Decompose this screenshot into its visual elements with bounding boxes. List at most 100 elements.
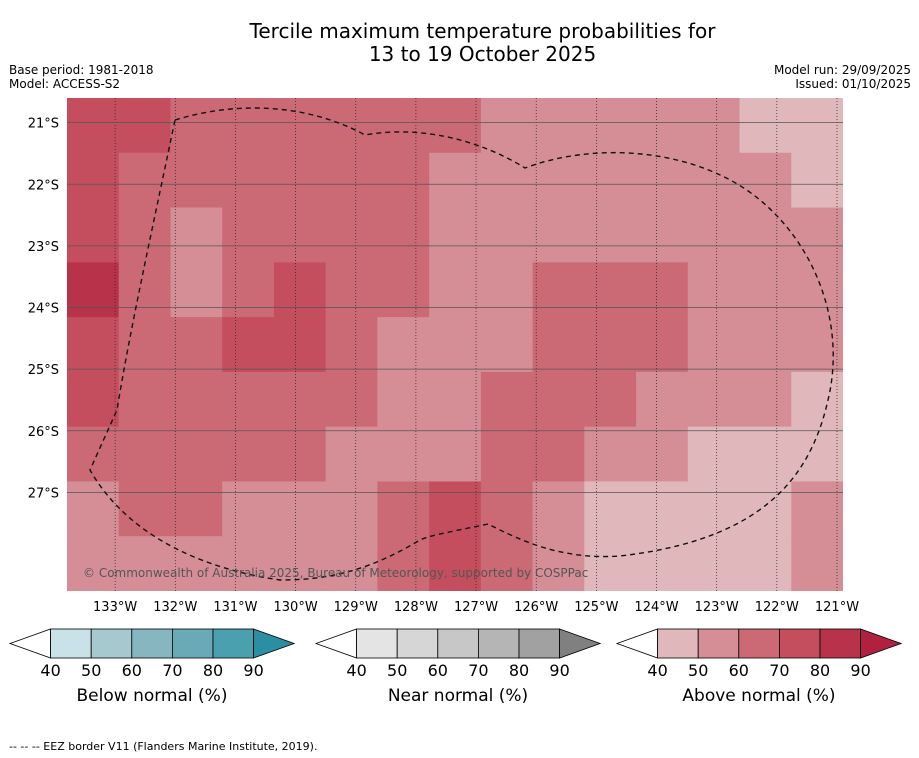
colorbar-segment — [90, 628, 133, 659]
field-cell — [532, 152, 585, 209]
colorbar-segment — [738, 628, 780, 659]
field-cell — [118, 481, 172, 537]
colorbar-title-above: Above normal (%) — [682, 686, 836, 706]
field-cell — [118, 426, 172, 483]
field-cell — [273, 426, 327, 483]
field-cell — [222, 371, 275, 428]
colorbar-tick-label: 40 — [346, 661, 366, 680]
chart-title: Tercile maximum temperature probabilitie… — [0, 20, 919, 66]
field-cell — [791, 317, 843, 373]
colorbar-segment — [50, 628, 92, 659]
field-cell — [532, 98, 585, 154]
eez-border — [89, 107, 834, 581]
field-cell — [480, 536, 534, 591]
field-cell — [67, 481, 120, 537]
y-tick-label: 27°S — [28, 486, 59, 501]
field-cell — [273, 152, 327, 209]
field-cell — [67, 98, 120, 154]
field-cell — [584, 98, 637, 154]
field-cell — [687, 481, 741, 537]
colorbar-tick-label: 60 — [428, 661, 448, 680]
base-period: Base period: 1981-2018 — [9, 63, 154, 77]
field-cell — [532, 481, 585, 537]
x-tick-label: 132°W — [153, 600, 197, 615]
field-cell — [222, 426, 275, 483]
colorbar-segment — [437, 628, 479, 659]
field-cell — [584, 262, 637, 318]
field-cell — [636, 536, 689, 591]
colorbar-tick-label: 70 — [162, 661, 182, 680]
field-cell — [170, 262, 223, 318]
x-tick-label: 131°W — [213, 600, 257, 615]
field-cell — [377, 426, 430, 483]
field-cell — [791, 426, 843, 483]
field-cell — [584, 207, 637, 263]
field-cell — [325, 98, 378, 154]
issued-date: Issued: 01/10/2025 — [795, 77, 911, 91]
field-cell — [325, 317, 378, 373]
field-cell — [377, 481, 430, 537]
field-cell — [67, 371, 120, 428]
field-cell — [584, 371, 637, 428]
field-cell — [791, 536, 843, 591]
field-cell — [118, 207, 172, 263]
y-tick-label: 23°S — [28, 240, 59, 255]
field-cell — [377, 262, 430, 318]
field-cell — [791, 481, 843, 537]
field-cell — [687, 98, 741, 154]
field-cell — [170, 98, 223, 154]
colorbar-segment — [171, 628, 214, 659]
field-cell — [791, 152, 843, 209]
colorbar-tick-label: 50 — [688, 661, 708, 680]
field-cell — [584, 536, 637, 591]
y-tick-label: 25°S — [28, 363, 59, 378]
y-tick-label: 26°S — [28, 425, 59, 440]
field-cell — [273, 317, 327, 373]
field-cell — [429, 317, 482, 373]
field-cell — [636, 207, 689, 263]
field-cell — [118, 536, 172, 591]
field-cell — [480, 317, 534, 373]
field-cell — [377, 207, 430, 263]
field-cell — [170, 152, 223, 209]
gridlines — [67, 98, 843, 591]
field-cell — [791, 98, 843, 154]
colorbar-tick-label: 90 — [549, 661, 569, 680]
field-cell — [532, 207, 585, 263]
field-cell — [67, 317, 120, 373]
field-cell — [170, 371, 223, 428]
x-tick-label: 129°W — [334, 600, 378, 615]
field-cell — [325, 152, 378, 209]
field-cell — [325, 536, 378, 591]
x-tick-label: 133°W — [93, 600, 137, 615]
field-cell — [273, 536, 327, 591]
model-run: Model run: 29/09/2025 — [773, 63, 911, 77]
colorbar-extend-low — [314, 628, 358, 659]
field-cell — [584, 317, 637, 373]
field-cell — [480, 207, 534, 263]
field-cell — [67, 152, 120, 209]
field-cell — [67, 426, 120, 483]
field-cell — [739, 536, 792, 591]
field-cell — [480, 371, 534, 428]
field-cell — [222, 207, 275, 263]
field-cell — [222, 317, 275, 373]
field-cell — [584, 152, 637, 209]
colorbar-segment — [396, 628, 439, 659]
colorbar-segment — [356, 628, 398, 659]
colorbar-tick-label: 60 — [122, 661, 142, 680]
field-cell — [273, 207, 327, 263]
field-cell — [532, 317, 585, 373]
colorbar-title-below: Below normal (%) — [76, 686, 228, 706]
colorbar-segment — [779, 628, 821, 659]
field-cell — [636, 481, 689, 537]
meta-left: Base period: 1981-2018 Model: ACCESS-S2 — [9, 63, 154, 91]
x-tick-label: 126°W — [514, 600, 558, 615]
field-cell — [532, 371, 585, 428]
field-cell — [739, 426, 792, 483]
field-cell — [325, 426, 378, 483]
field-cell — [532, 536, 585, 591]
field-cell — [118, 152, 172, 209]
x-tick-label: 121°W — [815, 600, 859, 615]
field-cell — [118, 262, 172, 318]
